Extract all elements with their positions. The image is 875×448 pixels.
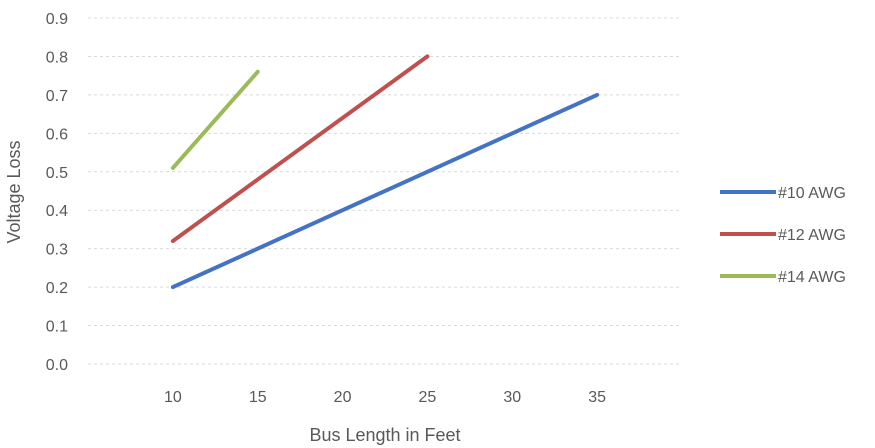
x-tick-label: 30: [503, 389, 521, 406]
x-tick-label: 15: [249, 389, 267, 406]
y-tick-label: 0.9: [46, 11, 68, 28]
y-tick-label: 0.8: [46, 49, 68, 66]
legend-label: #10 AWG: [778, 185, 846, 202]
y-tick-label: 0.1: [46, 319, 68, 336]
y-tick-label: 0.2: [46, 280, 68, 297]
y-tick-label: 0.6: [46, 126, 68, 143]
series-line: [170, 69, 260, 170]
gridlines: [88, 17, 682, 365]
x-tick-label: 20: [334, 389, 352, 406]
y-axis-title: Voltage Loss: [4, 140, 24, 243]
y-tick-label: 0.3: [46, 242, 68, 259]
series-line: [170, 54, 430, 243]
y-tick-label: 0.7: [46, 88, 68, 105]
x-tick-label: 25: [419, 389, 437, 406]
legend: #10 AWG #12 AWG #14 AWG: [720, 185, 846, 286]
x-tick-label: 10: [164, 389, 182, 406]
x-tick-label: 35: [588, 389, 606, 406]
x-axis-title: Bus Length in Feet: [309, 425, 460, 445]
legend-label: #14 AWG: [778, 269, 846, 286]
y-tick-label: 0.5: [46, 165, 68, 182]
y-tick-label: 0.4: [46, 203, 68, 220]
legend-label: #12 AWG: [778, 227, 846, 244]
series-line: [170, 92, 600, 290]
series-lines: [170, 54, 600, 290]
x-tick-labels: 10 15 20 25 30 35: [164, 389, 606, 406]
y-tick-label: 0.0: [46, 357, 68, 374]
y-tick-labels: 0.0 0.1 0.2 0.3 0.4 0.5 0.6 0.7 0.8 0.9: [46, 11, 68, 374]
